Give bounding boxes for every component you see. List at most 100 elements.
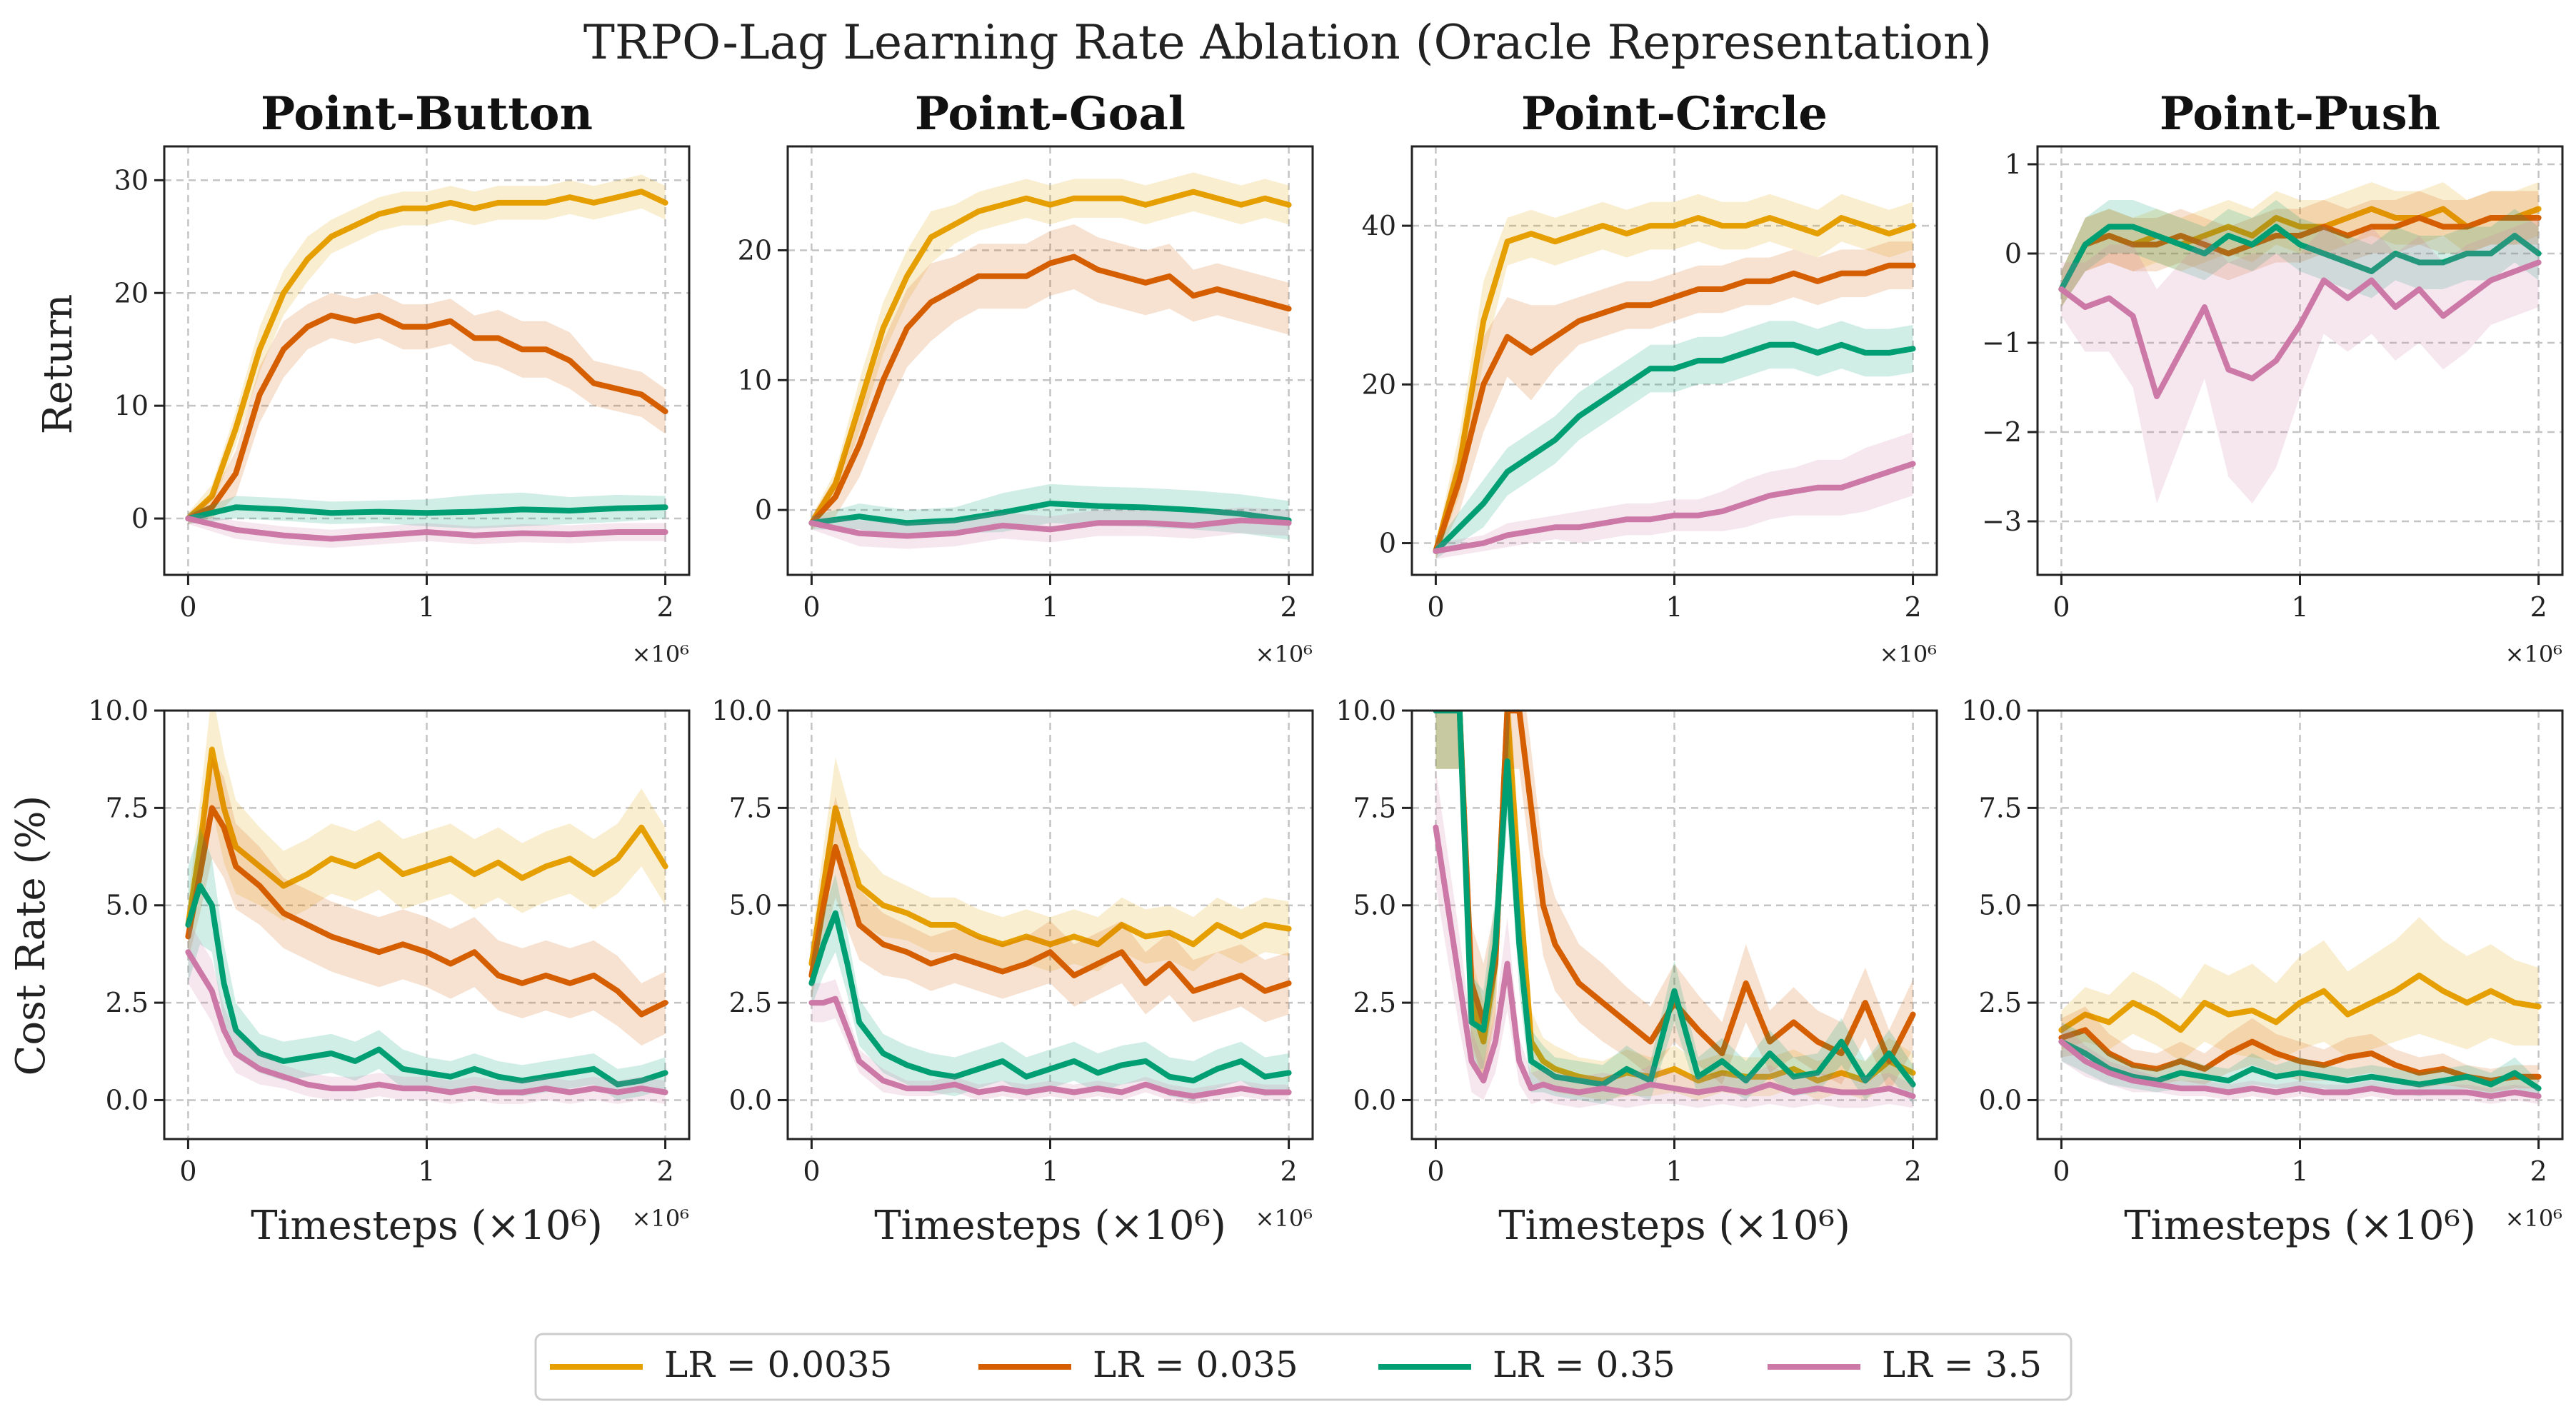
line-lr-3-5 bbox=[1433, 824, 1916, 1099]
x-offset-label: ×10⁶ bbox=[2505, 641, 2562, 668]
legend-entry-lr-3-5: LR = 3.5 bbox=[1768, 1344, 2042, 1385]
line-lr-0-35 bbox=[1433, 341, 1916, 554]
legend-label: LR = 3.5 bbox=[1882, 1344, 2042, 1385]
x-tick-label: 0 bbox=[179, 1155, 196, 1187]
y-tick-label: 7.5 bbox=[106, 792, 149, 823]
plot-area bbox=[1433, 194, 1916, 559]
line-lr-0-35 bbox=[808, 910, 1292, 1084]
plot-area bbox=[185, 711, 668, 1104]
y-tick-label: 20 bbox=[738, 234, 772, 266]
y-tick-label: 10 bbox=[114, 390, 149, 421]
band-lr-0-35 bbox=[2061, 200, 2539, 307]
y-tick-label: 5.0 bbox=[106, 890, 149, 921]
y-tick-label: 10.0 bbox=[711, 695, 772, 726]
x-tick-label: 2 bbox=[656, 591, 673, 623]
y-tick-label: 0 bbox=[755, 494, 772, 526]
line-lr-3-5 bbox=[2058, 259, 2542, 399]
plot-area bbox=[1433, 711, 1916, 1108]
row-ylabel-return: Return bbox=[35, 294, 81, 435]
legend: LR = 0.0035 LR = 0.035 LR = 0.35 LR = 3.5 bbox=[534, 1333, 2073, 1401]
x-tick-label: 1 bbox=[1041, 1155, 1058, 1187]
line-lr-3-5 bbox=[808, 996, 1292, 1099]
plot-area bbox=[808, 757, 1292, 1104]
line-lr-0-35 bbox=[185, 504, 668, 522]
y-tick-label: 7.5 bbox=[1979, 792, 2022, 823]
band-lr-3-5 bbox=[811, 979, 1289, 1104]
line-lr-3-5 bbox=[1433, 461, 1916, 554]
x-tick-label: 1 bbox=[1665, 591, 1683, 623]
line-lr-0-35 bbox=[2058, 224, 2542, 292]
y-tick-label: 0 bbox=[1379, 528, 1396, 559]
legend-entry-lr-0-35: LR = 0.35 bbox=[1378, 1344, 1675, 1385]
band-lr-0-0035 bbox=[811, 757, 1289, 988]
legend-frame bbox=[534, 1333, 2073, 1401]
x-tick-label: 0 bbox=[2053, 1155, 2070, 1187]
band-lr-0-035 bbox=[1435, 711, 1913, 1093]
plot-area bbox=[2058, 917, 2542, 1104]
x-tick-label: 0 bbox=[1427, 591, 1444, 623]
x-tick-label: 1 bbox=[418, 1155, 435, 1187]
x-tick-label: 0 bbox=[1427, 1155, 1444, 1187]
legend-entry-lr-0-0035: LR = 0.0035 bbox=[550, 1344, 892, 1385]
y-tick-label: 5.0 bbox=[1979, 890, 2022, 921]
line-lr-0-0035 bbox=[185, 746, 668, 928]
band-lr-0-035 bbox=[1435, 241, 1913, 559]
plot-area bbox=[808, 172, 1292, 549]
panel-title: Point-Button bbox=[261, 87, 593, 141]
band-lr-0-0035 bbox=[188, 711, 666, 948]
y-tick-label: 0 bbox=[131, 503, 149, 534]
row-ylabel-cost-rate: Cost Rate (%) bbox=[8, 796, 54, 1076]
band-lr-0-0035 bbox=[2061, 917, 2539, 1061]
line-lr-3-5 bbox=[185, 516, 668, 542]
y-tick-label: −2 bbox=[1982, 416, 2022, 448]
x-tick-label: 1 bbox=[418, 591, 435, 623]
legend-label: LR = 0.0035 bbox=[664, 1344, 892, 1385]
x-tick-label: 0 bbox=[179, 591, 196, 623]
y-tick-label: 20 bbox=[1362, 368, 1396, 400]
band-lr-0-35 bbox=[188, 827, 666, 1100]
y-tick-label: 30 bbox=[114, 164, 149, 196]
y-tick-label: −3 bbox=[1982, 506, 2022, 537]
line-lr-0-0035 bbox=[808, 189, 1292, 526]
line-lr-0-035 bbox=[185, 312, 668, 522]
x-offset-label: ×10⁶ bbox=[2505, 1205, 2562, 1232]
line-lr-0-0035 bbox=[185, 189, 668, 522]
band-lr-0-35 bbox=[1435, 711, 1913, 1104]
band-lr-3-5 bbox=[2061, 1022, 2539, 1104]
line-lr-3-5 bbox=[2058, 1038, 2542, 1099]
x-offset-label: ×10⁶ bbox=[632, 1205, 689, 1232]
x-tick-label: 1 bbox=[1041, 591, 1058, 623]
line-lr-0-035 bbox=[185, 805, 668, 1018]
y-tick-label: 5.0 bbox=[729, 890, 772, 921]
x-tick-label: 0 bbox=[2053, 591, 2070, 623]
x-tick-label: 1 bbox=[2291, 1155, 2308, 1187]
y-tick-label: 0.0 bbox=[106, 1084, 149, 1115]
y-tick-label: −1 bbox=[1982, 327, 2022, 358]
x-tick-label: 0 bbox=[803, 1155, 820, 1187]
line-lr-0-0035 bbox=[2058, 206, 2542, 292]
x-tick-label: 1 bbox=[2291, 591, 2308, 623]
x-tick-label: 2 bbox=[2530, 591, 2547, 623]
y-tick-label: 0.0 bbox=[729, 1084, 772, 1115]
band-lr-0-0035 bbox=[811, 172, 1289, 530]
y-tick-label: 5.0 bbox=[1353, 890, 1396, 921]
panel-6: 0 1 2 0.0 2.5 5.0 7.5 10.0 ×10⁶ Timesteps (×10⁶) bbox=[711, 695, 1314, 1249]
x-tick-label: 2 bbox=[1280, 591, 1297, 623]
y-tick-label: 0 bbox=[2005, 238, 2022, 269]
line-lr-0-035 bbox=[808, 254, 1292, 526]
plot-area bbox=[2058, 182, 2542, 503]
band-lr-0-35 bbox=[2061, 1022, 2539, 1096]
y-tick-label: 40 bbox=[1362, 210, 1396, 241]
panel-title: Point-Goal bbox=[915, 87, 1186, 141]
panel-title: Point-Push bbox=[2160, 87, 2440, 141]
y-tick-label: 10.0 bbox=[1335, 695, 1396, 726]
x-axis-label: Timesteps (×10⁶) bbox=[251, 1203, 603, 1249]
band-lr-3-5 bbox=[188, 921, 666, 1104]
legend-entry-lr-0-035: LR = 0.035 bbox=[978, 1344, 1298, 1385]
line-lr-0-35 bbox=[185, 883, 668, 1088]
x-offset-label: ×10⁶ bbox=[1880, 641, 1937, 668]
line-lr-3-5 bbox=[185, 949, 668, 1095]
y-tick-label: 2.5 bbox=[729, 987, 772, 1018]
